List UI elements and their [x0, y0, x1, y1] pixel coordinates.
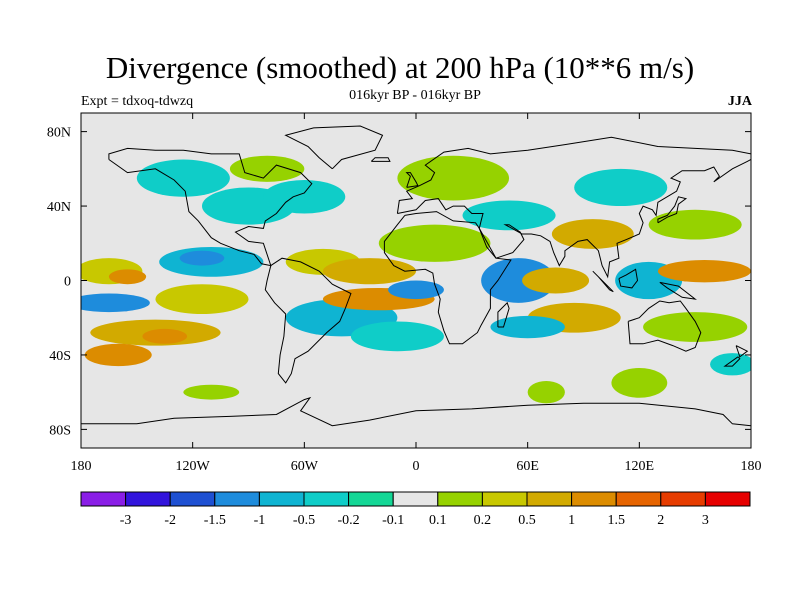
colorbar-swatch: [169, 491, 216, 507]
field-blob: [183, 384, 240, 400]
field-blob: [388, 280, 444, 300]
coastline: [592, 270, 614, 293]
y-tick-label: 40S: [49, 349, 71, 364]
colorbar-label: 3: [702, 513, 709, 528]
x-tick-label: 120W: [176, 459, 211, 474]
colorbar-swatch: [437, 491, 483, 507]
map-title: Divergence (smoothed) at 200 hPa (10**6 …: [105, 50, 695, 85]
x-tick-label: 60W: [291, 459, 319, 474]
field-blob: [481, 258, 556, 303]
field-blob: [490, 315, 565, 339]
colorbar-swatch: [615, 491, 662, 507]
coastline: [735, 345, 749, 358]
coastline: [657, 196, 688, 224]
field-blob: [657, 260, 751, 283]
colorbar-label: 0.1: [429, 513, 447, 528]
colorbar-label: 1: [568, 513, 575, 528]
colorbar-swatch: [481, 491, 528, 507]
colorbar-swatch: [348, 491, 394, 507]
field-blob: [84, 343, 152, 367]
colorbar-label: 0.2: [474, 513, 492, 528]
colorbar-label: -3: [120, 513, 132, 528]
x-tick-label: 120E: [625, 459, 655, 474]
coastline: [497, 301, 510, 328]
y-tick-label: 40N: [47, 200, 71, 215]
field-blob: [263, 180, 346, 214]
colorbar-swatch: [392, 491, 439, 507]
colorbar-swatch: [571, 491, 617, 507]
coastline: [284, 125, 384, 170]
field-blob: [462, 200, 556, 231]
field-blob: [350, 321, 444, 352]
y-tick-label: 0: [64, 275, 71, 290]
y-tick-label: 80N: [47, 126, 71, 141]
axis-ticks: 180 120W 60W 0 60E 120E 180 80N 40N 0 40S 80S: [47, 113, 762, 474]
coastline: [383, 211, 512, 345]
colorbar-swatch: [80, 491, 127, 507]
colorbar-swatch: [214, 491, 260, 507]
field-blob: [229, 155, 305, 182]
colorbar-label: -0.5: [293, 513, 315, 528]
field-blob: [397, 155, 510, 201]
field-blob: [522, 267, 590, 294]
coastline: [659, 281, 697, 300]
field-blob: [142, 328, 188, 344]
colorbar-swatch: [660, 491, 706, 507]
coastline: [264, 257, 352, 384]
colorbar-label: -0.2: [338, 513, 360, 528]
x-tick-label: 0: [413, 459, 420, 474]
coastline: [108, 147, 313, 267]
x-tick-label: 180: [741, 459, 762, 474]
experiment-label: Expt = tdxoq-tdwzq: [81, 94, 194, 109]
colorbar-swatch: [258, 491, 305, 507]
colorbar-label: -0.1: [382, 513, 404, 528]
coastline: [397, 159, 751, 279]
colorbar-label: -2: [164, 513, 176, 528]
field-blob: [108, 269, 147, 285]
divergence-field: [81, 155, 751, 404]
field-blob: [155, 284, 249, 314]
colorbar-swatch: [125, 491, 171, 507]
colorbar: -3 -2 -1.5 -1 -0.5 -0.2 -0.1 0.1 0.2 0.5 1 1.5 2 3: [80, 491, 751, 528]
x-tick-label: 180: [71, 459, 92, 474]
field-blob: [322, 258, 416, 285]
y-tick-label: 80S: [49, 423, 71, 438]
season-label: JJA: [727, 94, 752, 109]
coastline: [618, 268, 639, 289]
coastline: [370, 157, 391, 162]
coastlines: [81, 125, 751, 427]
field-blob: [643, 312, 748, 342]
coastline: [405, 172, 419, 188]
field-blob: [551, 219, 634, 249]
field-blob: [574, 168, 668, 207]
coastline: [627, 300, 702, 352]
field-blob: [179, 250, 225, 266]
colorbar-label: 0.5: [518, 513, 536, 528]
map-subtitle: 016kyr BP - 016kyr BP: [349, 88, 481, 103]
colorbar-swatch: [704, 491, 751, 507]
field-blob: [611, 367, 668, 398]
coastline: [81, 396, 751, 427]
field-blob: [378, 224, 491, 262]
field-blob: [527, 381, 565, 404]
colorbar-label: 1.5: [607, 513, 625, 528]
colorbar-label: -1.5: [204, 513, 226, 528]
coastline: [396, 136, 751, 214]
colorbar-swatch: [526, 491, 573, 507]
field-blob: [81, 293, 150, 313]
field-blob: [710, 353, 751, 376]
field-blob: [648, 209, 742, 240]
colorbar-label: 2: [657, 513, 664, 528]
coastline: [723, 356, 741, 367]
colorbar-label: -1: [254, 513, 266, 528]
field-blob: [136, 159, 230, 197]
colorbar-swatch: [303, 491, 350, 507]
x-tick-label: 60E: [516, 459, 539, 474]
